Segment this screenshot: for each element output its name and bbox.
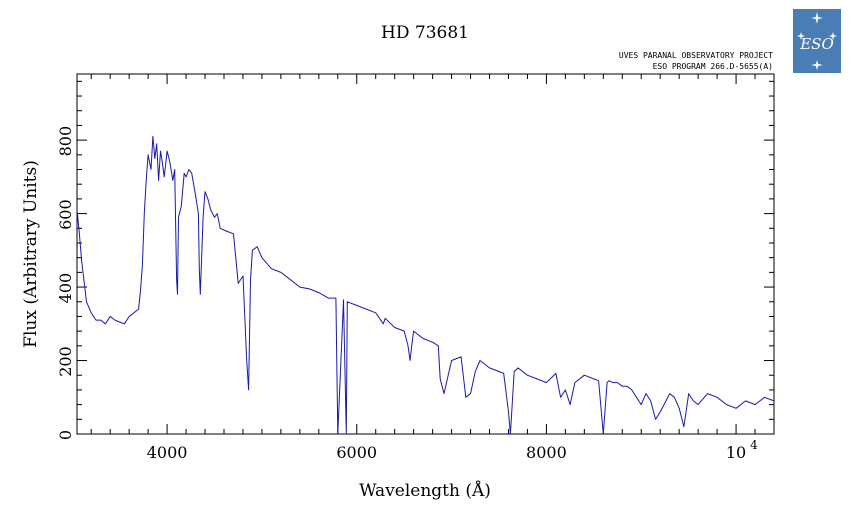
spectrum-line — [76, 135, 775, 435]
y-tick-label: 200 — [56, 346, 75, 377]
plot-frame — [76, 73, 775, 435]
x-axis: 4000 6000 8000 10 4 — [90, 74, 775, 462]
x-tick-label: 10 — [726, 443, 746, 462]
star-icon — [797, 12, 837, 70]
x-axis-label: Wavelength (Å) — [359, 480, 491, 501]
x-tick-label: 8000 — [526, 443, 567, 462]
x-tick-label: 4000 — [147, 443, 188, 462]
y-tick-label: 800 — [56, 126, 75, 157]
y-tick-label: 400 — [56, 273, 75, 304]
y-tick-label: 600 — [56, 199, 75, 230]
project-line-1: UVES PARANAL OBSERVATORY PROJECT — [619, 51, 773, 60]
y-tick-label: 0 — [56, 430, 75, 440]
y-axis-label: Flux (Arbitrary Units) — [21, 160, 41, 348]
chart-title: HD 73681 — [381, 23, 469, 43]
logo-text: ESO — [799, 35, 834, 53]
x-tick-exponent: 4 — [750, 438, 758, 452]
y-axis: 0 200 400 600 800 — [56, 80, 774, 440]
eso-logo: ESO — [793, 9, 841, 73]
project-line-2: ESO PROGRAM 266.D-5655(A) — [653, 62, 773, 71]
x-tick-label: 6000 — [336, 443, 377, 462]
series-group — [76, 135, 775, 435]
